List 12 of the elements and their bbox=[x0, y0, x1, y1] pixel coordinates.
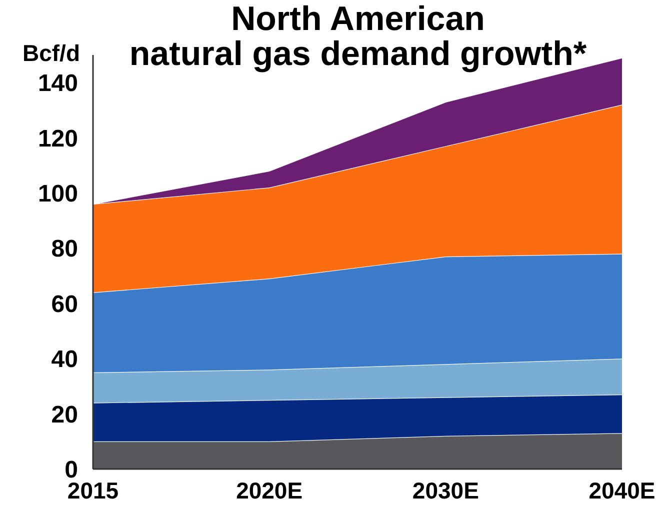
y-tick-label: 100 bbox=[38, 180, 78, 208]
y-axis-title: Bcf/d bbox=[22, 40, 80, 66]
y-tick-label: 80 bbox=[51, 236, 78, 263]
y-tick-label: 20 bbox=[51, 401, 78, 428]
y-tick-label: 60 bbox=[51, 290, 78, 318]
chart-title: North American natural gas demand growth* bbox=[129, 0, 587, 73]
x-tick-label: 2040E bbox=[588, 477, 656, 504]
x-tick-label: 2030E bbox=[412, 477, 479, 504]
y-tick-label: 140 bbox=[38, 70, 78, 98]
y-tick-label: 40 bbox=[51, 346, 78, 374]
y-tick-label: 120 bbox=[38, 125, 78, 152]
x-tick-label: 2020E bbox=[236, 477, 303, 504]
